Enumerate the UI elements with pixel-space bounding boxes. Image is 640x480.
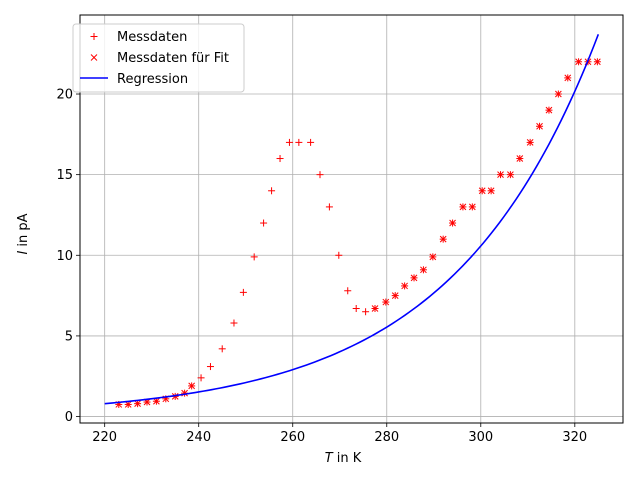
y-axis-variable: I xyxy=(16,251,31,255)
data-point-x xyxy=(526,139,534,146)
y-axis-unit: in pA xyxy=(16,213,31,250)
data-point-plus xyxy=(268,187,276,195)
data-point-x xyxy=(516,155,524,162)
x-tick-label: 240 xyxy=(186,430,211,445)
legend-label-messdaten-fuer-fit: Messdaten für Fit xyxy=(117,51,229,66)
x-axis-variable: T xyxy=(325,451,334,466)
data-point-x xyxy=(545,106,553,114)
data-point-plus xyxy=(344,287,352,295)
legend-marker-x xyxy=(90,54,98,61)
data-point-plus xyxy=(335,251,343,259)
data-point-x xyxy=(188,382,196,390)
y-tick-label: 10 xyxy=(56,249,73,264)
x-axis-unit: in K xyxy=(333,451,362,466)
data-point-plus xyxy=(285,138,293,146)
data-point-plus xyxy=(352,305,360,313)
data-point-plus xyxy=(276,155,284,163)
y-tick-label: 20 xyxy=(56,88,73,103)
data-point-plus xyxy=(260,219,268,227)
data-point-x xyxy=(391,292,399,299)
data-point-x xyxy=(153,397,160,405)
data-point-x xyxy=(478,187,486,195)
regression-line xyxy=(104,34,600,405)
data-point-x xyxy=(564,74,572,82)
data-point-plus xyxy=(295,138,303,146)
y-tick-label: 5 xyxy=(65,329,73,344)
data-point-x xyxy=(555,90,562,98)
legend-label-messdaten: Messdaten xyxy=(117,30,187,45)
data-point-x xyxy=(468,203,476,211)
data-point-x xyxy=(90,54,98,61)
legend-entry-regression: Regression xyxy=(80,72,188,87)
data-point-plus xyxy=(250,253,258,261)
data-point-plus xyxy=(362,308,370,316)
x-axis-label: T in K xyxy=(325,451,362,466)
data-point-x xyxy=(382,298,390,306)
data-point-x xyxy=(449,219,456,227)
series-1 xyxy=(115,58,601,408)
legend-box xyxy=(72,23,245,93)
data-point-plus xyxy=(239,288,247,296)
legend-entry-messdaten-fuer-fit: Messdaten für Fit xyxy=(90,51,229,66)
y-axis-label: I in pA xyxy=(16,213,31,254)
data-point-x xyxy=(371,305,379,312)
data-point-x xyxy=(124,401,132,408)
x-tick-label: 260 xyxy=(280,430,305,445)
data-point-x xyxy=(507,171,514,179)
series-0 xyxy=(115,58,601,408)
x-tick-label: 300 xyxy=(468,430,493,445)
axes-frame xyxy=(79,14,624,424)
data-point-plus xyxy=(230,319,238,327)
data-point-x xyxy=(134,400,141,408)
plot-area xyxy=(104,34,601,408)
data-point-plus xyxy=(206,363,214,371)
legend-label-regression: Regression xyxy=(117,72,188,87)
data-point-x xyxy=(459,203,467,211)
data-point-x xyxy=(420,266,427,274)
data-point-plus xyxy=(325,203,333,211)
data-point-plus xyxy=(90,33,98,40)
y-tick-label: 0 xyxy=(65,410,73,425)
x-tick-label: 280 xyxy=(374,430,399,445)
data-point-x xyxy=(575,58,582,66)
data-point-x xyxy=(429,253,437,261)
x-tick-label: 320 xyxy=(562,430,587,445)
legend: Messdaten Messdaten für Fit Regression xyxy=(72,23,245,93)
data-point-x xyxy=(536,122,543,130)
data-point-x xyxy=(410,274,418,282)
data-point-plus xyxy=(218,345,226,353)
data-point-x xyxy=(497,171,504,179)
data-point-plus xyxy=(307,138,315,146)
data-point-x xyxy=(439,235,447,243)
legend-entry-messdaten: Messdaten xyxy=(90,30,187,45)
x-axis-ticks: 220 240 260 280 300 320 xyxy=(92,423,587,445)
x-tick-label: 220 xyxy=(92,430,117,445)
data-point-x xyxy=(401,282,408,290)
data-point-x xyxy=(487,187,495,195)
y-axis-ticks: 0 5 10 15 20 xyxy=(56,88,80,425)
y-tick-label: 15 xyxy=(56,168,73,183)
data-point-plus xyxy=(197,374,205,382)
legend-marker-plus xyxy=(90,33,98,40)
data-point-x xyxy=(594,58,601,66)
data-point-plus xyxy=(316,171,324,179)
